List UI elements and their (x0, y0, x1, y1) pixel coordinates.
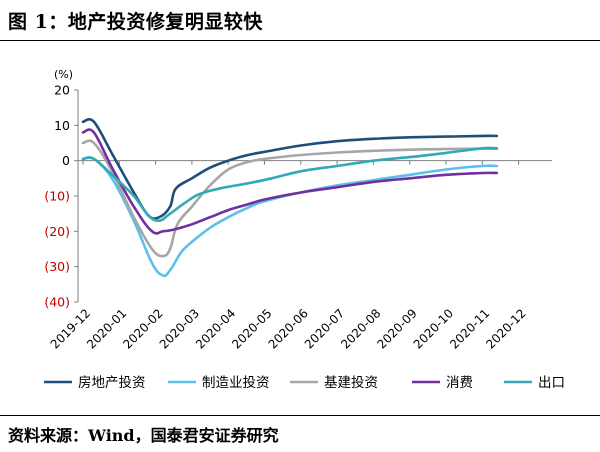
legend-label-infrastructure: 基建投资 (324, 374, 378, 391)
y-tick-label: 0 (62, 153, 70, 168)
y-tick-label: 20 (54, 83, 70, 98)
y-tick-label: (10) (44, 189, 70, 204)
bottom-divider (0, 415, 600, 416)
figure-title: 图 1：地产投资修复明显较快 (8, 11, 263, 33)
top-divider (0, 40, 600, 41)
x-tick-label: 2020-12 (483, 306, 528, 351)
series-line-infrastructure (81, 139, 499, 258)
legend-label-manufacturing: 制造业投资 (202, 375, 270, 391)
y-tick-label: 10 (54, 118, 70, 133)
legend: 房地产投资 制造业投资 基建投资 消费 出口 (44, 374, 565, 391)
series-line-export (81, 146, 499, 223)
series-lines-group (81, 117, 499, 278)
legend-label-consumption: 消费 (446, 375, 473, 391)
line-chart: (%)20100(10)(20)(30)(40)2019-122020-0120… (44, 68, 565, 391)
y-tick-label: (30) (44, 259, 70, 274)
series-line-manufacturing (81, 156, 499, 278)
legend-label-real-estate: 房地产投资 (78, 375, 146, 391)
y-tick-label: (20) (44, 224, 70, 239)
source-note: 资料来源：Wind，国泰君安证券研究 (8, 426, 279, 445)
legend-label-export: 出口 (538, 375, 565, 391)
series-line-real-estate (81, 117, 499, 220)
figure-header: 图 1：地产投资修复明显较快 (0, 0, 600, 34)
axes-group: (%)20100(10)(20)(30)(40)2019-122020-0120… (44, 68, 552, 352)
series-line-consumption (81, 128, 499, 235)
y-unit-label: (%) (54, 68, 73, 81)
y-tick-label: (40) (44, 295, 70, 310)
